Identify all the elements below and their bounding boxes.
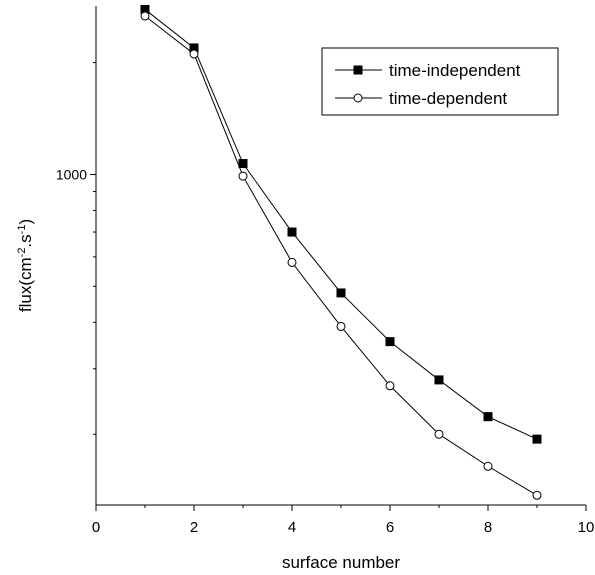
legend: time-independent time-dependent: [321, 47, 559, 116]
data-point: [532, 490, 542, 500]
legend-label: time-dependent: [389, 89, 507, 108]
data-point: [483, 412, 493, 422]
y-ticks: 1000: [56, 62, 96, 435]
y-axis-label: flux(cm-2.s-1): [16, 219, 35, 312]
y-axis-label-superscript: -1: [16, 225, 28, 235]
data-point: [434, 375, 444, 385]
data-point: [189, 49, 199, 59]
data-point: [238, 159, 248, 169]
data-point: [532, 434, 542, 444]
series-layer: [140, 4, 542, 500]
x-axis-label: surface number: [282, 553, 400, 572]
x-tick-label: 8: [484, 519, 492, 536]
y-axis-label-text: .s: [16, 234, 35, 247]
data-point: [140, 11, 150, 21]
y-axis-label-superscript: -2: [16, 248, 28, 258]
y-tick-label: 1000: [56, 166, 87, 182]
data-point: [483, 461, 493, 471]
y-axis-label-text: flux(cm: [16, 257, 35, 312]
x-tick-label: 6: [386, 519, 394, 536]
legend-label: time-independent: [389, 61, 521, 80]
legend-marker: [353, 93, 363, 103]
data-point: [336, 321, 346, 331]
y-axis-label-text: ): [16, 219, 35, 225]
data-point: [385, 381, 395, 391]
data-point: [434, 429, 444, 439]
data-point: [287, 227, 297, 237]
x-ticks: 0 2 4 6 8 10: [92, 505, 595, 536]
data-point: [336, 288, 346, 298]
x-tick-label: 4: [288, 519, 296, 536]
data-point: [287, 257, 297, 267]
x-tick-label: 10: [578, 519, 595, 536]
legend-box: [321, 47, 559, 116]
legend-marker: [353, 65, 363, 75]
data-point: [385, 337, 395, 347]
data-point: [238, 171, 248, 181]
x-tick-label: 2: [190, 519, 198, 536]
x-tick-label: 0: [92, 519, 100, 536]
